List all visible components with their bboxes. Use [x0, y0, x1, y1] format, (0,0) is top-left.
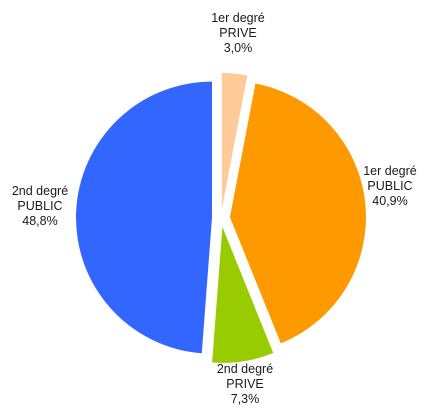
slice-label-2: 2nd degré PRIVE 7,3%	[217, 362, 273, 406]
slice-label-0: 1er degré PRIVE 3,0%	[211, 11, 265, 55]
slice-label-1: 1er degré PUBLIC 40,9%	[363, 164, 417, 208]
slice-label-3: 2nd degré PUBLIC 48,8%	[12, 184, 68, 228]
pie-slice-0	[221, 73, 248, 210]
pie-slice-1	[229, 83, 366, 344]
pie-slice-2	[212, 226, 274, 363]
pie-slice-3	[76, 81, 213, 354]
